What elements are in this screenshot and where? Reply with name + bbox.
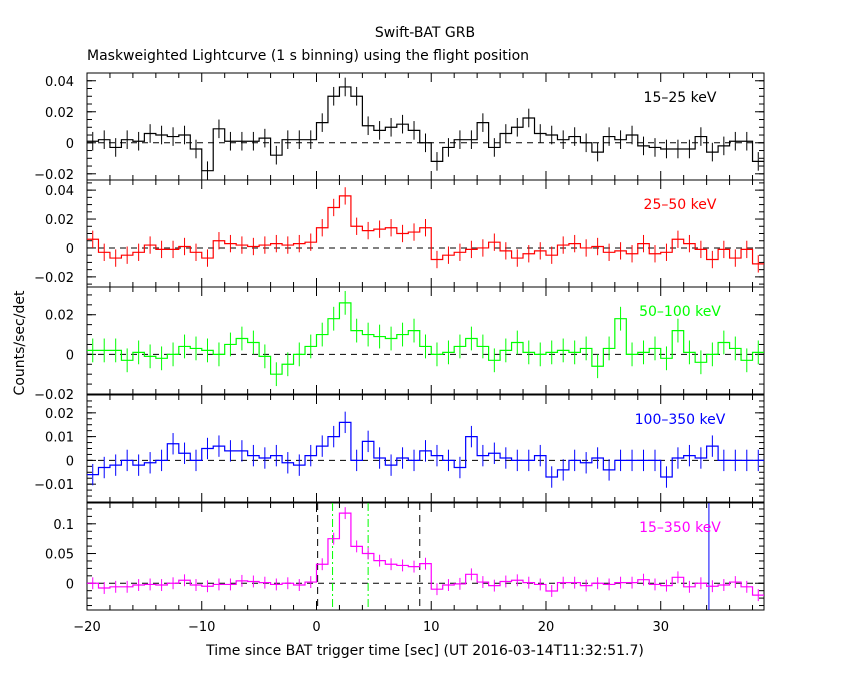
chart-title: Swift-BAT GRB [375, 25, 475, 41]
series-step-line [87, 302, 764, 375]
band-label: 15–25 keV [644, 90, 717, 106]
band-label: 50–100 keV [639, 304, 721, 320]
y-tick-label: 0.04 [45, 184, 74, 199]
y-axis-label: Counts/sec/det [12, 290, 28, 395]
y-tick-label: −0.01 [34, 478, 74, 493]
band-label: 100–350 keV [635, 412, 726, 428]
y-tick-label: 0.02 [45, 106, 74, 121]
y-tick-label: 0.02 [45, 309, 74, 324]
y-tick-label: 0.01 [45, 431, 74, 446]
band-label: 15–350 keV [639, 520, 721, 536]
panel-2: −0.02 0 0.02 0.04 25–50 keV [34, 179, 765, 288]
x-tick-label: 0 [312, 620, 320, 635]
panel-1: −0.02 0 0.02 0.04 15–25 keV [34, 72, 765, 183]
y-tick-label: 0 [66, 577, 74, 592]
y-tick-label: 0.1 [53, 518, 74, 533]
x-tick-label: −20 [73, 620, 100, 635]
y-tick-label: −0.02 [34, 168, 74, 183]
panel-frame [86, 502, 765, 611]
panels-group: −0.02 0 0.02 0.04 15–25 keV −0.02 0 0.02 0.04 25–… [34, 72, 765, 635]
x-tick-label: 10 [423, 620, 440, 635]
y-tick-label: −0.02 [34, 388, 74, 403]
x-tick-label: 20 [538, 620, 555, 635]
y-tick-label: 0 [66, 348, 74, 363]
y-tick-label: −0.02 [34, 271, 74, 286]
panel-5: 0 0.05 0.1 15–350 keV [45, 502, 765, 611]
y-tick-label: 0.02 [45, 407, 74, 422]
band-label: 25–50 keV [644, 197, 717, 213]
panel-3: −0.02 0 0.02 50–100 keV [34, 286, 765, 403]
panel-4: −0.01 0 0.01 0.02 100–350 keV [34, 394, 765, 503]
x-axis-label: Time since BAT trigger time [sec] (UT 20… [205, 643, 644, 659]
y-tick-label: 0.05 [45, 548, 74, 563]
y-tick-label: 0.02 [45, 213, 74, 228]
series-step-line [87, 421, 764, 478]
chart-subtitle: Maskweighted Lightcurve (1 s binning) us… [87, 48, 529, 64]
y-tick-label: 0 [66, 137, 74, 152]
y-tick-label: 0.04 [45, 75, 74, 90]
series-step-line [87, 195, 764, 265]
x-tick-label: 30 [652, 620, 669, 635]
x-tick-label: −10 [188, 620, 215, 635]
y-tick-label: 0 [66, 454, 74, 469]
y-tick-label: 0 [66, 242, 74, 257]
panel-frame [86, 286, 765, 395]
